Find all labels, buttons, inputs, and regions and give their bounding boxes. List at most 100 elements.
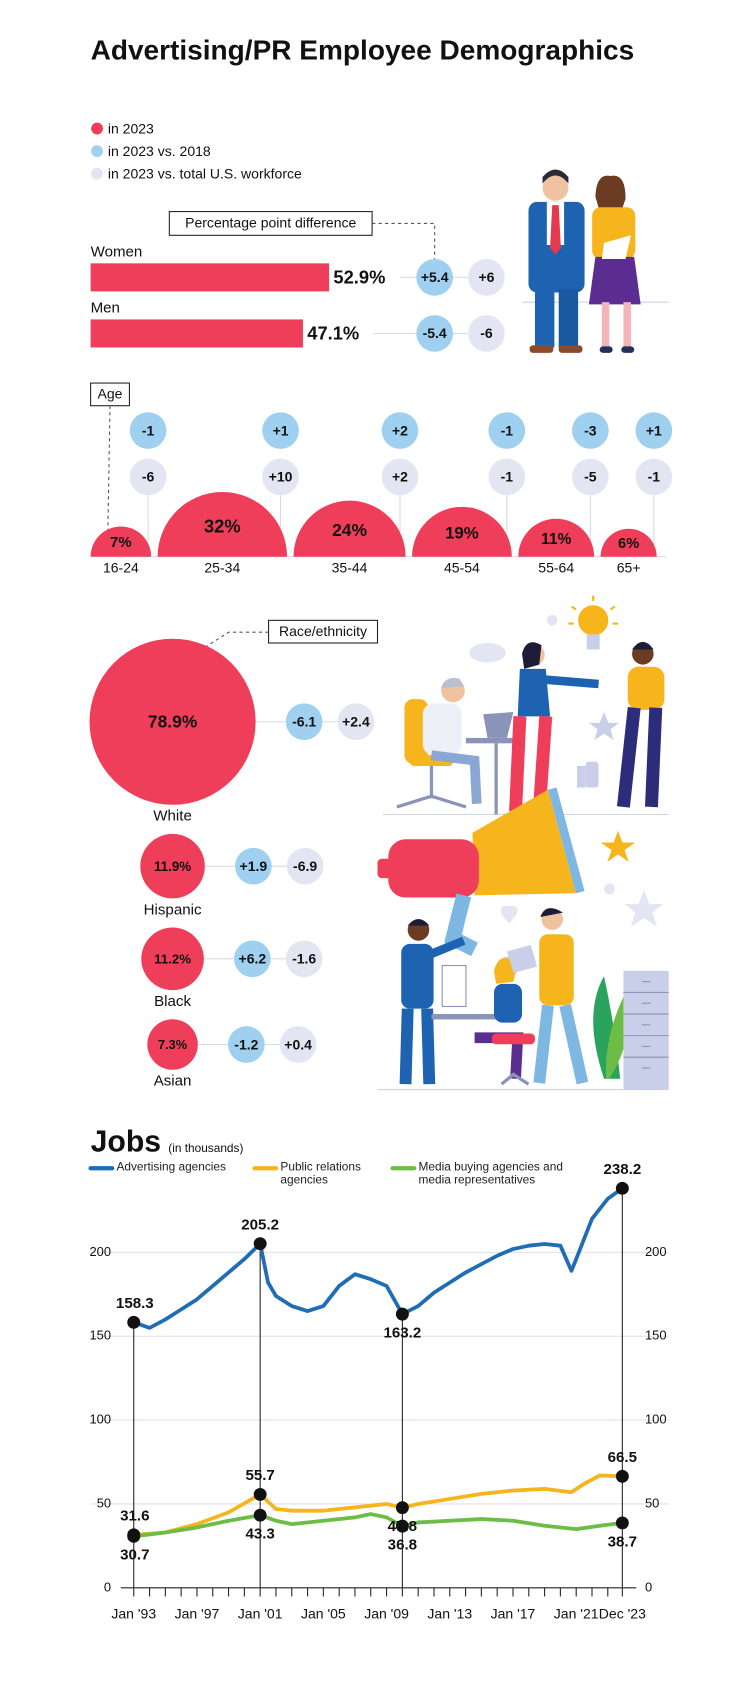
illustration-couple-part xyxy=(558,289,579,348)
diff-label: -5 xyxy=(584,469,597,485)
legend-label: in 2023 xyxy=(108,120,154,136)
category-label: Asian xyxy=(154,1073,192,1090)
point-label: 38.7 xyxy=(608,1533,637,1550)
x-tick-label: Jan '97 xyxy=(175,1605,220,1621)
legend-swatch xyxy=(91,145,104,158)
illustration-office-part xyxy=(469,643,506,663)
diff-label: -6 xyxy=(480,325,493,341)
age-title: Age xyxy=(98,386,123,402)
illustration-megaphone-part xyxy=(533,1004,589,1085)
illustration-megaphone-part xyxy=(539,934,574,1006)
point xyxy=(395,1307,409,1321)
illustration-office-part xyxy=(586,634,600,650)
x-tick-label: Jan '09 xyxy=(364,1605,409,1621)
illustration-megaphone-part xyxy=(441,964,467,1008)
diff-label: -5.4 xyxy=(423,325,447,341)
diff-circle xyxy=(262,412,299,449)
category-label: 55-64 xyxy=(538,559,574,575)
illustration-office-part xyxy=(546,614,558,626)
series-line xyxy=(133,1473,623,1537)
x-tick-label: Jan '17 xyxy=(491,1605,536,1621)
illustration-megaphone-part xyxy=(444,893,478,957)
legend-label: in 2023 vs. 2018 xyxy=(108,143,211,159)
diff-circle xyxy=(381,412,419,449)
category-label: White xyxy=(153,808,192,825)
point-label: 205.2 xyxy=(241,1216,279,1233)
diff-label: +1.9 xyxy=(240,858,268,874)
race-bubble xyxy=(141,927,204,991)
age-bubble xyxy=(600,528,657,557)
diff-label: -6.9 xyxy=(293,858,317,874)
bar xyxy=(90,319,303,348)
illustration-megaphone-part xyxy=(493,983,523,1023)
illustration-couple-part xyxy=(542,174,569,201)
point-label: 158.3 xyxy=(116,1295,154,1312)
category-label: Black xyxy=(154,993,191,1010)
category-label: 16-24 xyxy=(103,559,139,575)
illustration-couple-part xyxy=(550,205,561,255)
diff-circle xyxy=(468,315,505,352)
illustration-office-part xyxy=(517,668,551,717)
illustration-megaphone-part xyxy=(377,858,395,879)
point xyxy=(127,1529,141,1543)
race-value: 78.9% xyxy=(148,711,198,731)
point-label: 43.3 xyxy=(245,1526,274,1543)
illustration-couple-part xyxy=(623,302,631,348)
illustration-megaphone-part xyxy=(540,908,564,917)
point xyxy=(395,1519,409,1533)
illustration-office-part-part xyxy=(609,605,616,611)
bar-value: 47.1% xyxy=(307,322,359,343)
category-label: 45-54 xyxy=(444,559,480,575)
diff-label: -1.2 xyxy=(234,1036,258,1052)
diff-circle xyxy=(635,458,673,496)
diff-label: -1 xyxy=(501,469,514,485)
bar-value: 52.9% xyxy=(333,266,385,287)
y-tick-label: 100 xyxy=(89,1412,111,1427)
diff-circle xyxy=(468,259,505,296)
diff-label: +2 xyxy=(392,422,408,438)
legend-item: Public relations agencies xyxy=(280,1161,360,1187)
illustration-office-part xyxy=(578,605,609,636)
category-label: Women xyxy=(91,244,143,261)
diff-circle xyxy=(286,847,324,885)
point-label: 31.6 xyxy=(120,1507,149,1524)
page-title: Advertising/PR Employee Demographics xyxy=(91,34,635,65)
legend-label: in 2023 vs. total U.S. workforce xyxy=(108,166,302,182)
illustration-megaphone-part xyxy=(401,943,434,1009)
illustration-office-part xyxy=(627,666,665,710)
illustration-megaphone xyxy=(377,787,669,1091)
age-value: 7% xyxy=(110,535,132,551)
diff-label: -1 xyxy=(648,469,661,485)
illustration-office-part xyxy=(430,750,482,804)
age-value: 6% xyxy=(618,536,639,552)
diff-label: +10 xyxy=(269,469,293,485)
point-label: 36.8 xyxy=(388,1537,417,1554)
illustration-office-part xyxy=(545,675,599,689)
illustration-couple-part xyxy=(588,256,641,305)
category-label: Hispanic xyxy=(144,901,202,918)
illustration-megaphone-part xyxy=(600,830,636,862)
diff-circle xyxy=(262,458,299,496)
diff-label: -1.6 xyxy=(292,951,316,967)
illustration-office-part xyxy=(568,595,619,625)
point-label: 30.7 xyxy=(120,1547,149,1564)
illustration-couple-part xyxy=(601,302,610,348)
race-value: 7.3% xyxy=(158,1037,188,1052)
annotation: Percentage point difference xyxy=(185,215,356,231)
diff-circle xyxy=(129,412,167,449)
y-tick-label: 200 xyxy=(89,1244,111,1259)
category-label: Men xyxy=(91,300,120,317)
legend-item: Media buying agencies and media represen… xyxy=(418,1161,562,1187)
diff-label: +5.4 xyxy=(421,269,449,285)
category-label: 35-44 xyxy=(332,559,368,575)
point-label: 55.7 xyxy=(245,1467,274,1484)
diff-circle xyxy=(285,940,323,978)
diff-label: +1 xyxy=(273,422,289,438)
race-value: 11.9% xyxy=(154,859,191,874)
illustration-megaphone-part xyxy=(472,789,576,896)
point xyxy=(127,1315,141,1329)
x-tick-label: Jan '13 xyxy=(427,1605,472,1621)
illustration-megaphone-part xyxy=(491,1033,535,1045)
diff-label: +2.4 xyxy=(342,714,370,730)
